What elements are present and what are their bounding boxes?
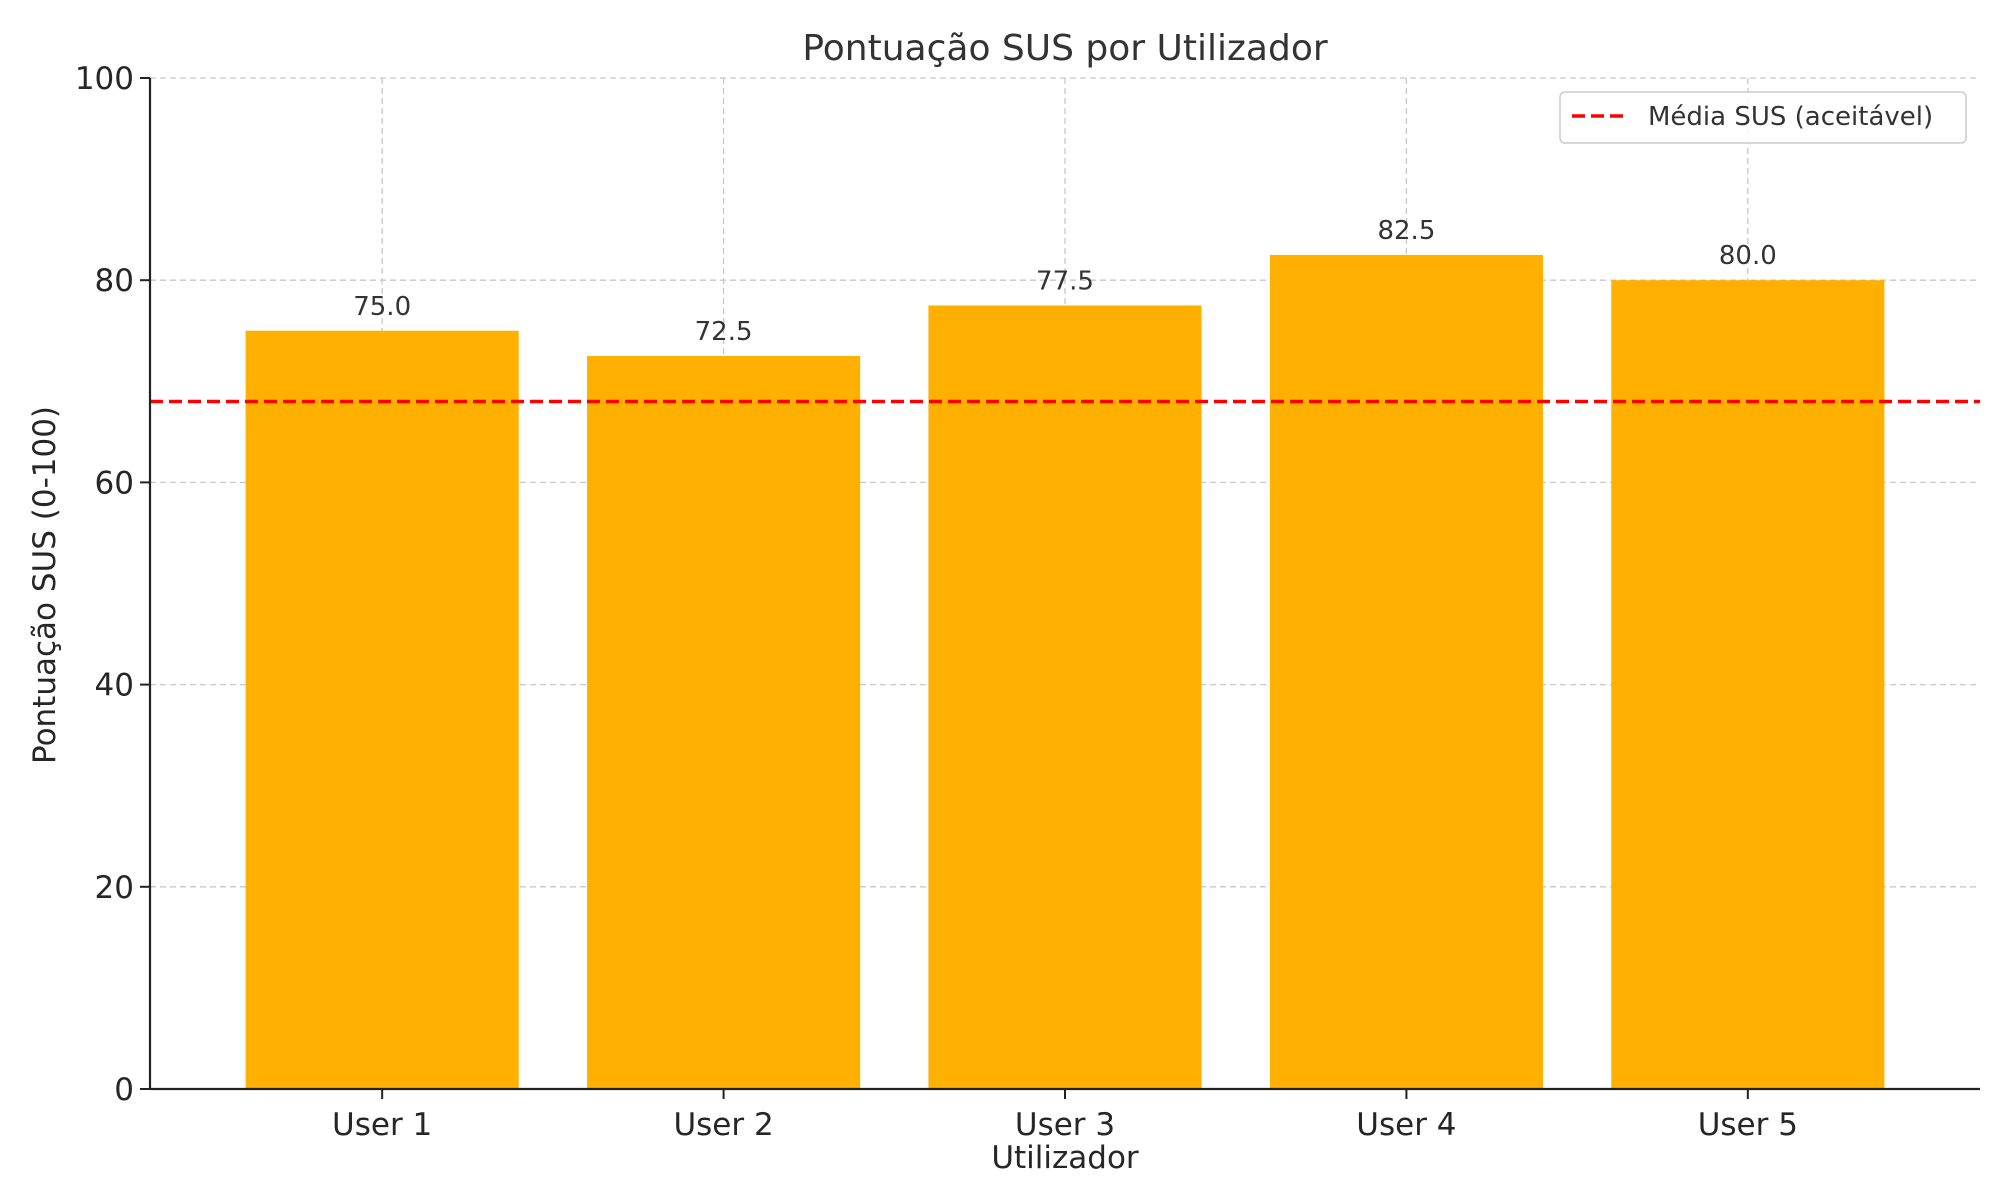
y-tick-label-100: 100 [75, 61, 134, 97]
y-tick-label-20: 20 [95, 870, 134, 906]
y-tick-label-80: 80 [95, 263, 134, 299]
axes: 0 20 40 60 80 100 User 1 User 2 User 3 User 4 User… [75, 61, 1980, 1143]
data-label-4: 82.5 [1377, 216, 1435, 246]
legend-frame [1559, 91, 1967, 144]
x-tick-label-4: User 4 [1356, 1107, 1456, 1143]
bar-2 [587, 356, 861, 1089]
bar-3 [928, 305, 1202, 1090]
legend-entry-label: Média SUS (aceitável) [1648, 102, 1933, 132]
y-tick-label-60: 60 [95, 465, 134, 501]
bar-5 [1611, 280, 1885, 1089]
data-labels: 75.0 72.5 77.5 82.5 80.0 [353, 216, 1777, 347]
bar-4 [1269, 254, 1543, 1090]
chart-title: Pontuação SUS por Utilizador [802, 28, 1328, 69]
data-label-1: 75.0 [353, 292, 411, 322]
bar-1 [245, 330, 519, 1089]
x-tick-label-5: User 5 [1698, 1107, 1798, 1143]
x-tick-label-2: User 2 [673, 1107, 773, 1143]
data-label-3: 77.5 [1036, 266, 1094, 296]
data-label-5: 80.0 [1719, 241, 1777, 271]
y-tick-label-0: 0 [114, 1072, 134, 1108]
y-axis-label: Pontuação SUS (0-100) [27, 406, 63, 764]
y-tick-label-40: 40 [95, 668, 134, 704]
x-tick-label-1: User 1 [332, 1107, 432, 1143]
legend: Média SUS (aceitável) [1559, 91, 1967, 144]
x-axis-label: Utilizador [991, 1140, 1139, 1176]
x-tick-label-3: User 3 [1015, 1107, 1115, 1143]
bars [245, 254, 1885, 1090]
data-label-2: 72.5 [695, 317, 753, 347]
